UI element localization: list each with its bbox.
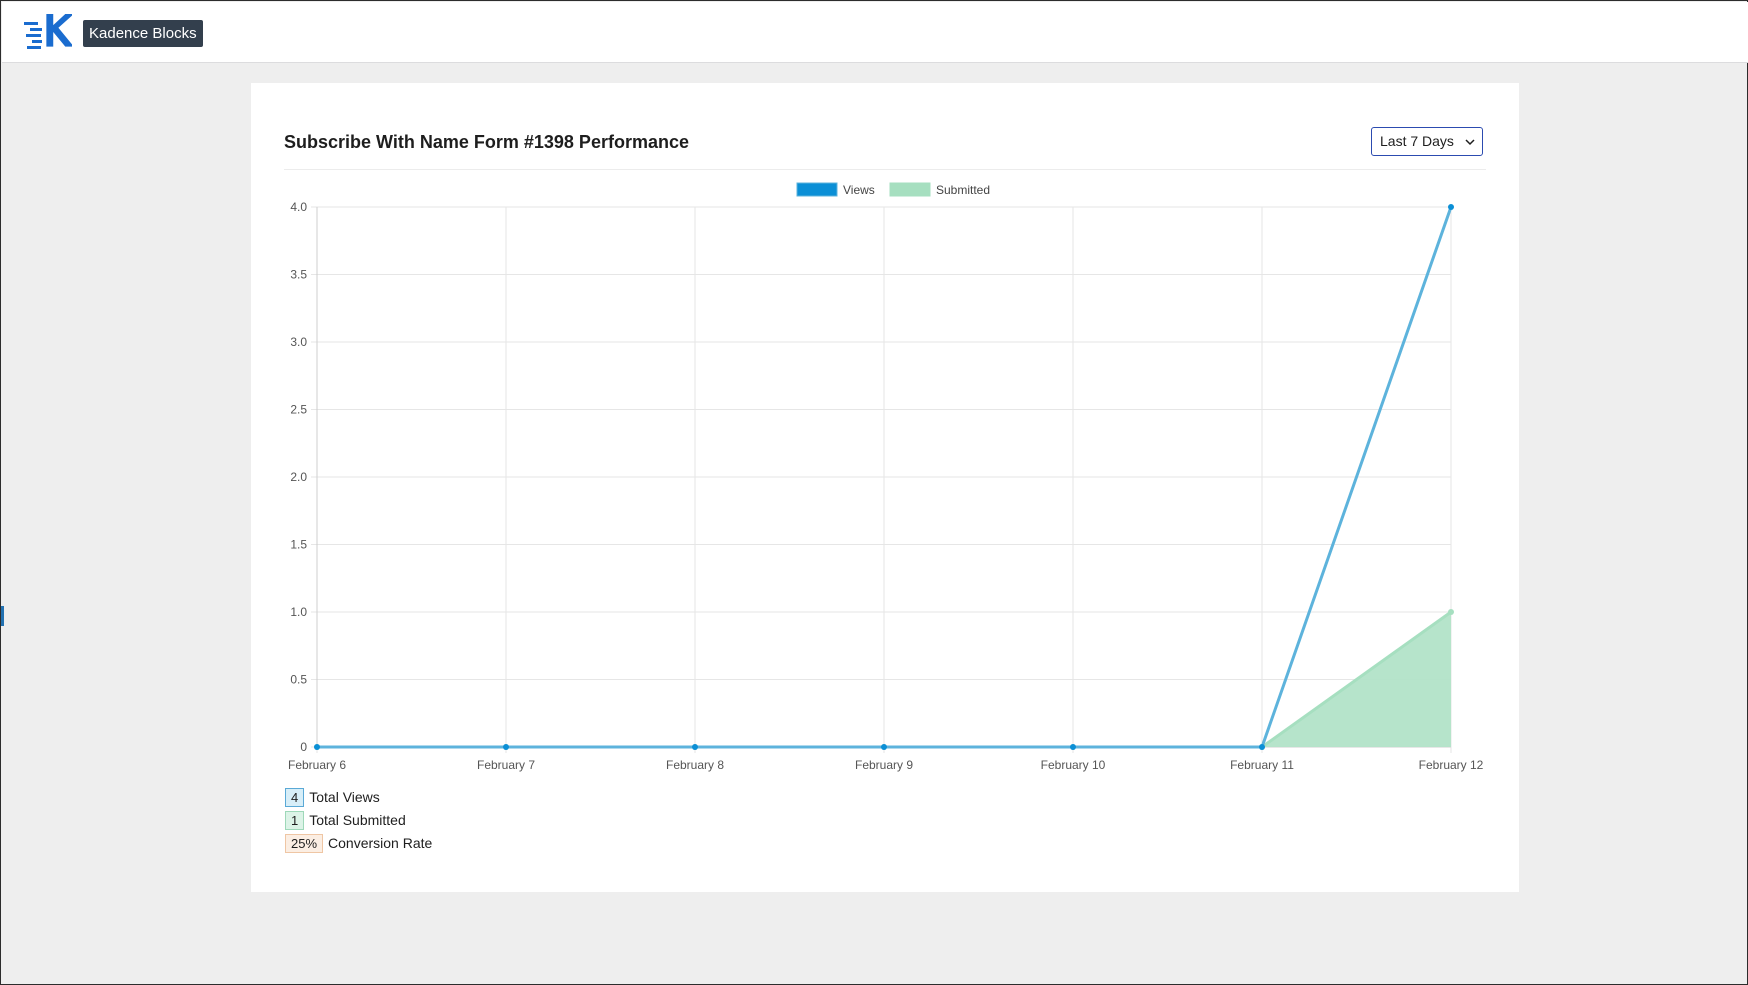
views-data-point [1259, 744, 1265, 750]
y-tick-label: 1.5 [290, 538, 307, 552]
x-tick-label: February 7 [477, 758, 535, 772]
y-tick-label: 2.5 [290, 403, 307, 417]
chevron-down-icon [1465, 139, 1475, 146]
views-count-badge: 4 [285, 788, 305, 807]
brand-badge: Kadence Blocks [83, 20, 203, 47]
y-tick-label: 2.0 [290, 470, 307, 484]
stat-conversion-rate: 25% Conversion Rate [285, 834, 432, 857]
submitted-label: Total Submitted [309, 812, 406, 828]
page-title: Subscribe With Name Form #1398 Performan… [284, 132, 689, 152]
performance-chart: 0 0.5 1.0 1.5 2.0 2.5 3.0 3.5 4.0 February 6 Febru… [288, 182, 1484, 772]
sidebar-edge-marker [1, 606, 4, 626]
date-range-value: Last 7 Days [1380, 133, 1454, 149]
date-range-select[interactable]: Last 7 Days [1371, 127, 1483, 156]
x-tick-label: February 9 [855, 758, 913, 772]
views-data-point [1070, 744, 1076, 750]
y-tick-label: 4.0 [290, 200, 307, 214]
top-bar: Kadence Blocks [2, 2, 1748, 63]
stat-total-views: 4 Total Views [285, 788, 432, 811]
title-divider [284, 169, 1486, 170]
conversion-label: Conversion Rate [328, 835, 433, 851]
x-tick-label: February 6 [288, 758, 346, 772]
views-data-point [881, 744, 887, 750]
submitted-count-badge: 1 [285, 811, 305, 830]
views-label: Total Views [309, 789, 380, 805]
submitted-data-point [1448, 609, 1454, 615]
views-data-point [314, 744, 320, 750]
x-tick-label: February 10 [1041, 758, 1106, 772]
stat-total-submitted: 1 Total Submitted [285, 811, 432, 834]
x-tick-label: February 12 [1419, 758, 1484, 772]
y-tick-label: 3.5 [290, 268, 307, 282]
views-data-point [1448, 204, 1454, 210]
views-data-point [503, 744, 509, 750]
performance-card: Subscribe With Name Form #1398 Performan… [251, 83, 1519, 892]
y-tick-label: 1.0 [290, 605, 307, 619]
submitted-series-area [317, 612, 1451, 747]
views-data-point [692, 744, 698, 750]
y-tick-label: 0 [300, 740, 307, 754]
submitted-legend-label: Submitted [936, 183, 990, 197]
conversion-rate-badge: 25% [285, 834, 324, 853]
submitted-legend-swatch [889, 182, 931, 197]
views-legend-swatch [796, 182, 838, 197]
views-legend-label: Views [843, 183, 875, 197]
y-tick-label: 3.0 [290, 335, 307, 349]
stats-list: 4 Total Views 1 Total Submitted 25% Convers… [285, 788, 432, 857]
x-tick-label: February 11 [1230, 758, 1294, 772]
x-tick-label: February 8 [666, 758, 724, 772]
y-tick-label: 0.5 [290, 673, 307, 687]
kadence-k-logo-icon[interactable] [24, 14, 72, 52]
